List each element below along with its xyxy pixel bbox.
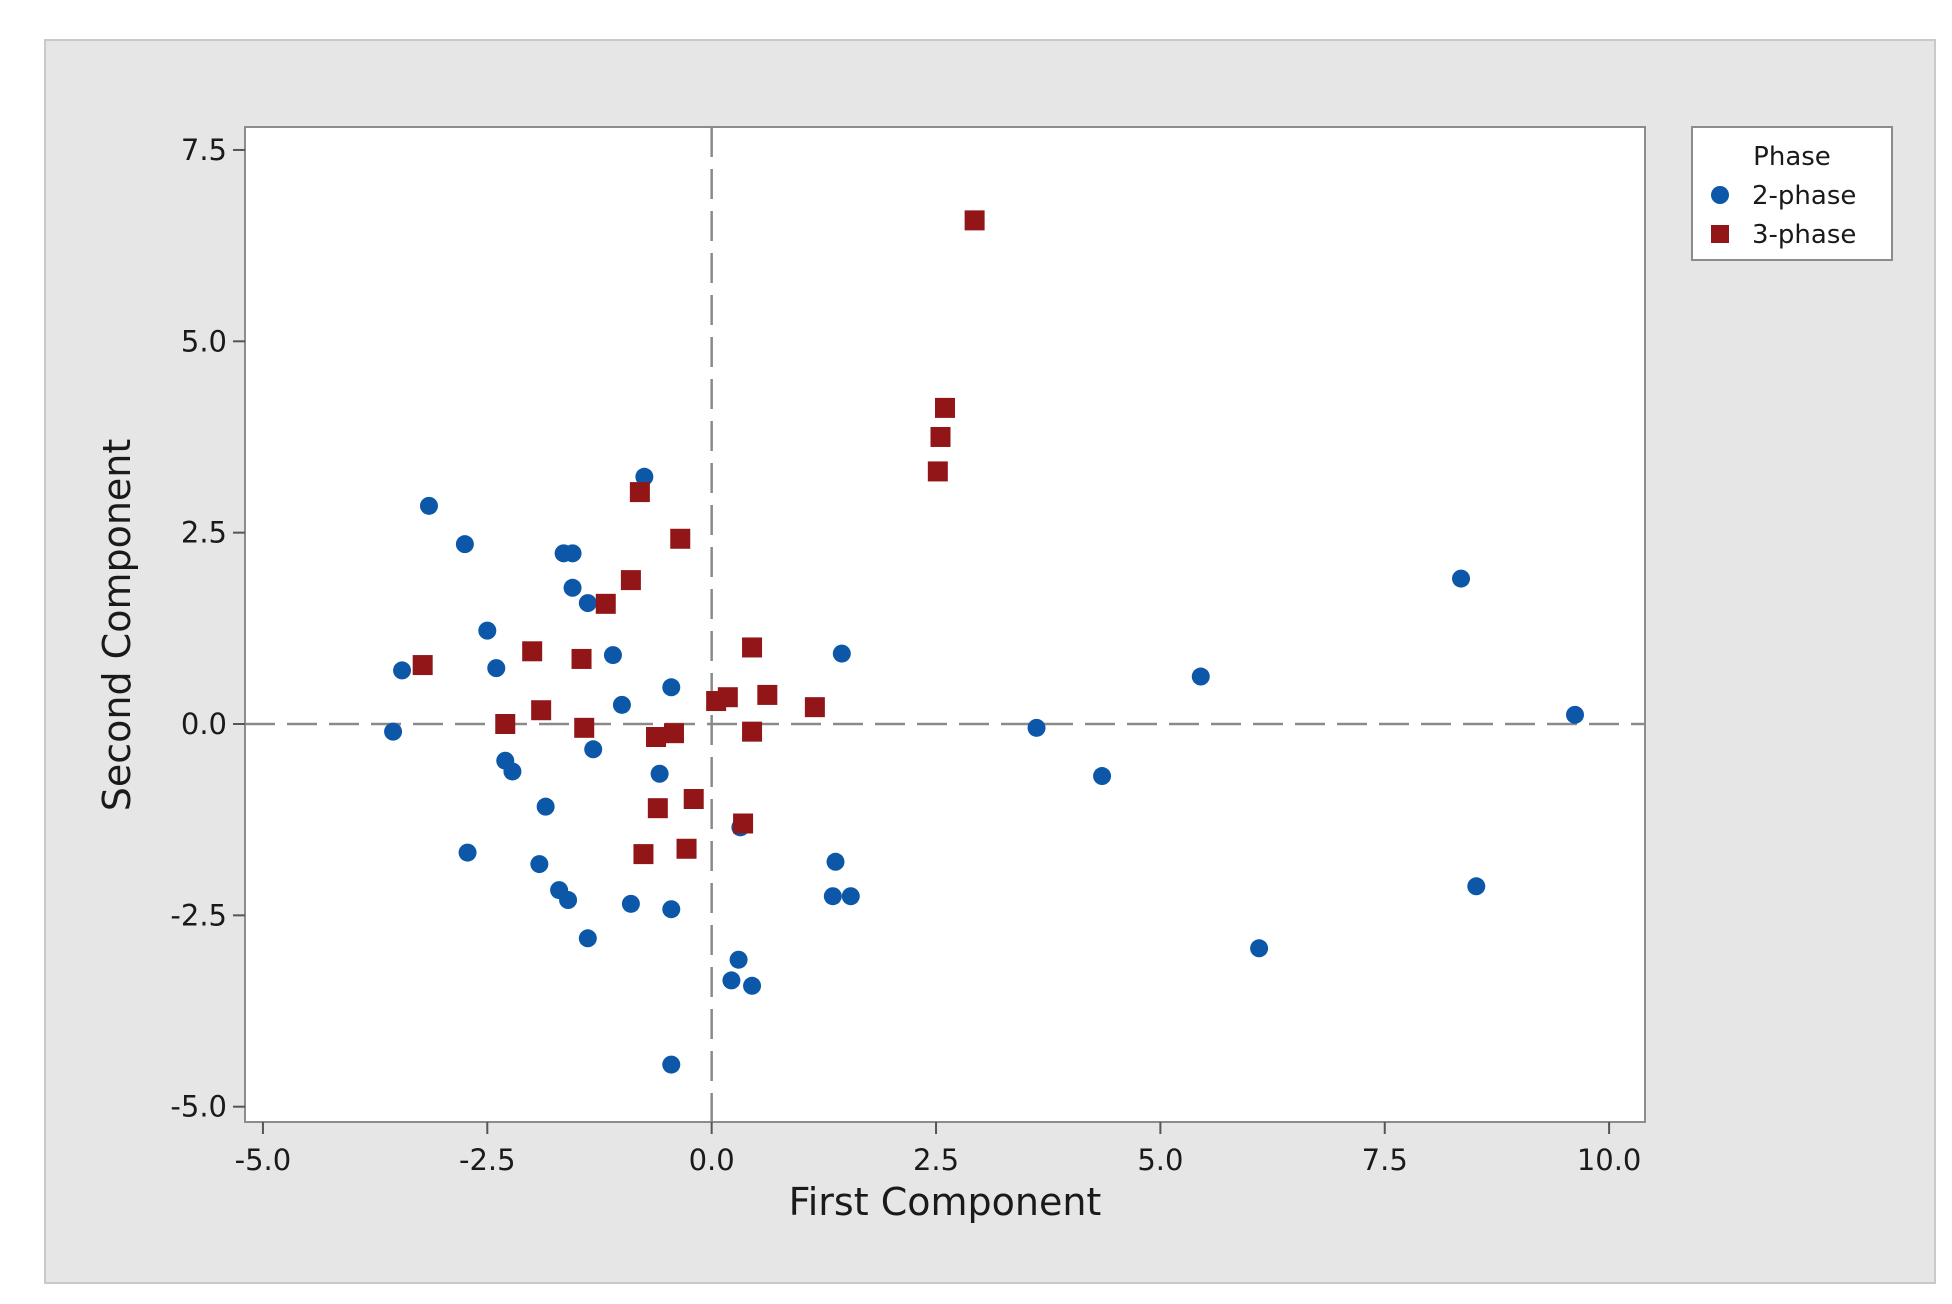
y-tick-label: 0.0 xyxy=(181,707,227,741)
legend-marker-3-phase xyxy=(1711,225,1729,243)
point-3-phase xyxy=(676,838,697,859)
point-2-phase xyxy=(612,695,631,714)
point-3-phase xyxy=(717,687,738,708)
point-3-phase xyxy=(964,210,985,231)
point-3-phase xyxy=(742,721,763,742)
point-2-phase xyxy=(559,891,578,910)
legend-label-2-phase: 2-phase xyxy=(1752,181,1856,211)
point-2-phase xyxy=(393,661,412,680)
point-3-phase xyxy=(412,655,433,676)
point-3-phase xyxy=(757,684,778,705)
point-3-phase xyxy=(522,641,543,662)
x-axis-title: First Component xyxy=(789,1180,1102,1224)
point-3-phase xyxy=(683,789,704,810)
point-3-phase xyxy=(647,798,668,819)
point-2-phase xyxy=(530,855,549,874)
plot-area xyxy=(244,126,1646,1123)
point-2-phase xyxy=(419,496,438,515)
point-2-phase xyxy=(823,887,842,906)
point-2-phase xyxy=(662,1055,681,1074)
legend-title: Phase xyxy=(1753,142,1831,172)
y-tick-label: 5.0 xyxy=(181,324,227,358)
reference-lines xyxy=(245,127,1645,1122)
point-2-phase xyxy=(578,929,597,948)
x-tick-label: 5.0 xyxy=(1137,1143,1183,1177)
point-3-phase xyxy=(927,461,948,482)
y-tick-label: -2.5 xyxy=(170,898,227,932)
point-3-phase xyxy=(646,727,667,748)
y-tick-label: -5.0 xyxy=(170,1090,227,1124)
point-3-phase xyxy=(620,570,641,591)
point-2-phase xyxy=(1027,718,1046,737)
data-points xyxy=(384,210,1584,1074)
point-3-phase xyxy=(935,397,955,418)
point-2-phase xyxy=(503,762,522,781)
x-axis: -5.0 -2.5 0.0 2.5 5.0 7.5 10.0 xyxy=(235,1122,1642,1177)
point-3-phase xyxy=(663,723,684,744)
point-2-phase xyxy=(1467,877,1486,896)
x-tick-label: 7.5 xyxy=(1362,1143,1408,1177)
legend-marker-2-phase xyxy=(1711,186,1729,204)
point-2-phase xyxy=(729,950,748,969)
point-2-phase xyxy=(650,764,669,783)
legend: Phase 2-phase 3-phase xyxy=(1691,126,1893,261)
x-tick-label: 0.0 xyxy=(689,1143,735,1177)
point-2-phase xyxy=(722,971,741,990)
point-2-phase xyxy=(841,887,860,906)
point-2-phase xyxy=(384,722,403,741)
point-2-phase xyxy=(1191,667,1210,686)
point-2-phase xyxy=(563,578,582,597)
point-3-phase xyxy=(930,426,951,447)
y-tick-label: 7.5 xyxy=(181,133,227,167)
point-3-phase xyxy=(495,714,516,734)
x-tick-label: 2.5 xyxy=(913,1143,959,1177)
point-3-phase xyxy=(742,637,763,658)
point-2-phase xyxy=(1250,939,1269,958)
point-2-phase xyxy=(584,740,603,759)
x-tick-label: -5.0 xyxy=(235,1143,292,1177)
point-2-phase xyxy=(743,976,762,995)
point-2-phase xyxy=(832,644,851,663)
point-2-phase xyxy=(662,900,681,919)
point-2-phase xyxy=(578,594,597,613)
y-axis: -5.0 -2.5 0.0 2.5 5.0 7.5 xyxy=(170,133,245,1124)
point-3-phase xyxy=(733,813,754,834)
point-2-phase xyxy=(826,852,845,871)
x-tick-label: -2.5 xyxy=(459,1143,516,1177)
point-2-phase xyxy=(621,894,640,913)
point-2-phase xyxy=(635,467,654,486)
point-2-phase xyxy=(536,797,555,816)
point-3-phase xyxy=(633,844,654,865)
y-axis-title: Second Component xyxy=(95,439,139,812)
point-3-phase xyxy=(629,482,650,503)
point-3-phase xyxy=(595,593,616,614)
point-2-phase xyxy=(662,678,681,697)
x-tick-label: 10.0 xyxy=(1577,1143,1642,1177)
point-2-phase xyxy=(455,535,474,554)
y-tick-label: 2.5 xyxy=(181,516,227,550)
legend-label-3-phase: 3-phase xyxy=(1752,220,1856,250)
point-2-phase xyxy=(1452,569,1471,588)
point-3-phase xyxy=(670,528,691,549)
point-2-phase xyxy=(563,544,582,563)
point-3-phase xyxy=(804,697,825,718)
point-3-phase xyxy=(571,648,592,669)
point-2-phase xyxy=(603,646,622,665)
point-2-phase xyxy=(478,621,497,640)
point-2-phase xyxy=(1566,705,1584,724)
point-3-phase xyxy=(531,700,552,721)
point-2-phase xyxy=(458,843,477,862)
point-2-phase xyxy=(487,659,506,678)
point-3-phase xyxy=(574,717,595,738)
point-2-phase xyxy=(1093,767,1112,786)
